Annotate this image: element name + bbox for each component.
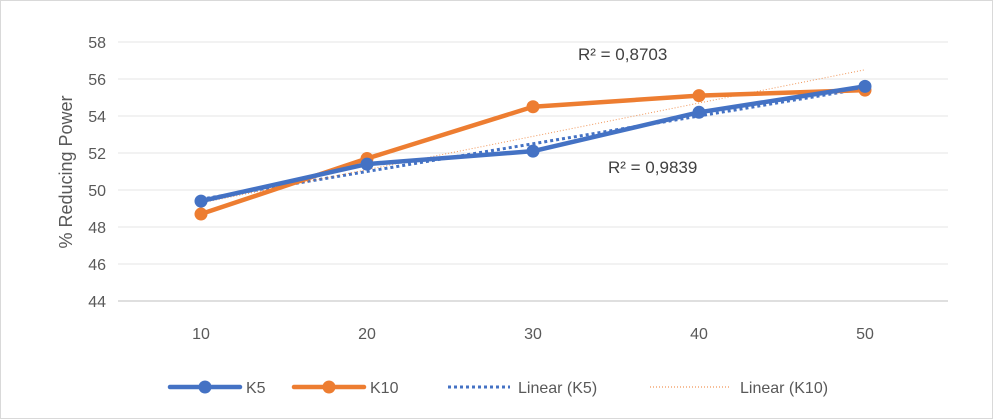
series-markers — [194, 79, 872, 221]
x-tick-40: 40 — [690, 326, 708, 343]
legend-label-linear-k5: Linear (K5) — [518, 380, 597, 397]
y-tick-52: 52 — [88, 146, 106, 163]
marker-k5-50 — [858, 79, 872, 93]
y-tick-44: 44 — [88, 294, 106, 311]
y-tick-56: 56 — [88, 72, 106, 89]
trendline-k5 — [200, 86, 866, 201]
marker-k10-30 — [526, 100, 540, 114]
legend-label-k10: K10 — [370, 380, 399, 397]
x-tick-10: 10 — [192, 326, 210, 343]
y-tick-50: 50 — [88, 183, 106, 200]
x-tick-30: 30 — [524, 326, 542, 343]
marker-k5-30 — [526, 144, 540, 158]
y-tick-48: 48 — [88, 220, 106, 237]
legend-label-k5: K5 — [246, 380, 266, 397]
marker-k10-40 — [692, 89, 706, 103]
gridlines — [118, 41, 948, 302]
y-tick-58: 58 — [88, 35, 106, 52]
legend-label-linear-k10: Linear (K10) — [740, 380, 828, 397]
r-squared-k5-annotation: R² = 0,9839 — [608, 158, 697, 177]
y-axis-label: % Reducing Power — [56, 95, 76, 248]
legend: K5 K10 Linear (K5) Linear (K10) — [167, 380, 828, 397]
legend-swatch-marker-k5 — [198, 380, 212, 394]
x-axis-tick-labels: 10 20 30 40 50 — [192, 326, 874, 343]
marker-k5-10 — [194, 194, 208, 208]
marker-k10-10 — [194, 207, 208, 221]
y-tick-54: 54 — [88, 109, 106, 126]
r-squared-k10-annotation: R² = 0,8703 — [578, 45, 667, 64]
marker-k5-40 — [692, 105, 706, 119]
x-tick-50: 50 — [856, 326, 874, 343]
legend-swatch-marker-k10 — [322, 380, 336, 394]
x-tick-20: 20 — [358, 326, 376, 343]
y-tick-46: 46 — [88, 257, 106, 274]
marker-k5-20 — [360, 157, 374, 171]
y-axis-tick-labels: 44 46 48 50 52 54 56 58 — [88, 35, 106, 311]
